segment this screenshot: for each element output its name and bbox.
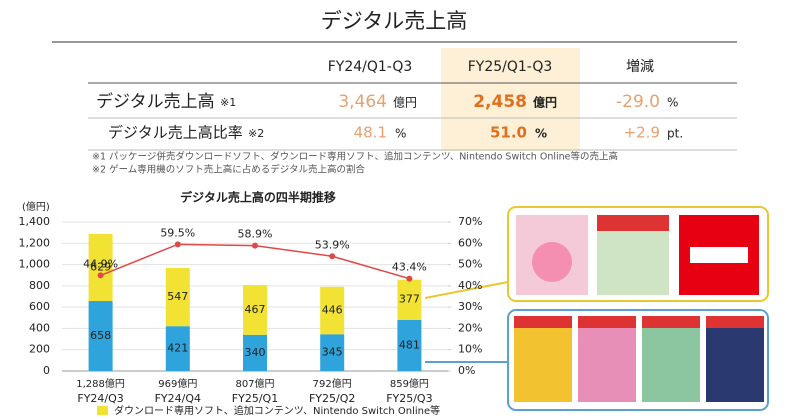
bar-segment bbox=[88, 300, 113, 371]
connector bbox=[424, 281, 509, 299]
col-header: 増減 bbox=[626, 58, 654, 75]
line bbox=[100, 243, 410, 280]
row-label: デジタル売上高 bbox=[96, 91, 215, 112]
total-label: 807億円 bbox=[235, 377, 274, 390]
bar-value-label: 467 bbox=[245, 303, 266, 316]
line-value-label: 43.4% bbox=[392, 261, 427, 274]
slide-title: デジタル売上高 bbox=[321, 9, 468, 33]
y-tick-label: 200 bbox=[29, 343, 50, 356]
y-tick-label: 1,200 bbox=[19, 236, 51, 249]
bar-segment bbox=[320, 334, 345, 371]
bar-value-label: 421 bbox=[167, 342, 188, 355]
bar-segment bbox=[397, 279, 422, 320]
cell-value: -29.0 bbox=[616, 92, 660, 112]
cell-unit: 億円 bbox=[393, 96, 417, 110]
line-point bbox=[406, 275, 413, 282]
row-note: ※1 bbox=[220, 96, 236, 109]
line-value-label: 59.5% bbox=[160, 226, 195, 239]
col-header: FY24/Q1-Q3 bbox=[328, 59, 413, 75]
row-note: ※2 bbox=[248, 127, 264, 140]
footnote: ※2 ゲーム専用機のソフト売上高に占めるデジタル売上高の割合 bbox=[92, 164, 366, 176]
legend-label: ダウンロード専用ソフト、追加コンテンツ、Nintendo Switch Onli… bbox=[114, 404, 440, 417]
y2-tick-label: 70% bbox=[458, 215, 482, 228]
cell-value: +2.9 bbox=[624, 124, 660, 142]
bar-value-label: 629 bbox=[90, 260, 111, 273]
cell-value: 2,458 bbox=[473, 92, 527, 112]
cell-unit: % bbox=[535, 127, 547, 141]
cell-value: 48.1 bbox=[354, 124, 387, 142]
y2-tick-label: 30% bbox=[458, 300, 482, 313]
cell-unit: 億円 bbox=[533, 95, 557, 110]
cell-unit: % bbox=[395, 127, 406, 141]
line-value-label: 58.9% bbox=[238, 228, 273, 241]
row-label: デジタル売上高比率 bbox=[108, 124, 243, 142]
y-tick-label: 1,400 bbox=[19, 215, 51, 228]
y2-tick-label: 60% bbox=[458, 236, 482, 249]
bar-segment bbox=[243, 285, 267, 335]
bar-segment bbox=[165, 267, 190, 327]
col-header: FY25/Q1-Q3 bbox=[468, 59, 553, 75]
bar-value-label: 481 bbox=[399, 338, 420, 351]
line-value-label: 53.9% bbox=[315, 238, 350, 251]
highlight-column bbox=[441, 48, 580, 151]
bar-value-label: 377 bbox=[399, 293, 420, 306]
bar-value-label: 340 bbox=[245, 346, 266, 359]
cell-value: 3,464 bbox=[338, 92, 387, 112]
x-tick-label: FY25/Q2 bbox=[309, 392, 355, 405]
bar-segment bbox=[243, 334, 267, 371]
x-tick-label: FY24/Q3 bbox=[77, 392, 123, 405]
chart-title: デジタル売上高の四半期推移 bbox=[180, 190, 336, 205]
line-point bbox=[252, 242, 258, 249]
y-axis-label: (億円) bbox=[22, 200, 50, 213]
line-point bbox=[174, 241, 181, 248]
y2-tick-label: 40% bbox=[458, 279, 482, 292]
line-value-label: 44.9% bbox=[83, 257, 118, 270]
bar-segment bbox=[88, 234, 113, 301]
y2-tick-label: 10% bbox=[458, 343, 482, 356]
bar-segment bbox=[165, 326, 190, 371]
x-tick-label: FY25/Q3 bbox=[386, 392, 432, 405]
bar-value-label: 658 bbox=[90, 329, 111, 342]
y-tick-label: 600 bbox=[29, 300, 50, 313]
total-label: 1,288億円 bbox=[76, 377, 125, 390]
y2-tick-label: 0% bbox=[458, 364, 475, 377]
cell-unit: pt. bbox=[667, 127, 683, 141]
y2-tick-label: 20% bbox=[458, 321, 482, 334]
y-tick-label: 400 bbox=[29, 321, 50, 334]
y-tick-label: 800 bbox=[29, 279, 50, 292]
bar-segment bbox=[320, 286, 345, 335]
screenshots-top bbox=[507, 206, 769, 302]
bar-value-label: 446 bbox=[322, 304, 343, 317]
total-label: 859億円 bbox=[390, 377, 429, 390]
x-tick-label: FY24/Q4 bbox=[155, 392, 201, 405]
bar-segment bbox=[397, 319, 422, 371]
legend-swatch bbox=[97, 406, 108, 415]
line-point bbox=[97, 272, 104, 279]
bar-value-label: 345 bbox=[322, 346, 343, 359]
footnote: ※1 パッケージ併売ダウンロードソフト、ダウンロード専用ソフト、追加コンテンツ、… bbox=[92, 151, 618, 163]
x-tick-label: FY25/Q1 bbox=[232, 392, 278, 405]
cell-unit: % bbox=[667, 96, 678, 110]
y-tick-label: 0 bbox=[43, 364, 50, 377]
total-label: 969億円 bbox=[158, 377, 197, 390]
bar-value-label: 547 bbox=[167, 290, 188, 303]
line-point bbox=[329, 253, 336, 260]
cell-value: 51.0 bbox=[490, 124, 527, 142]
y2-tick-label: 50% bbox=[458, 258, 482, 271]
y-tick-label: 1,000 bbox=[19, 258, 51, 271]
screenshots-bottom bbox=[507, 309, 769, 411]
total-label: 792億円 bbox=[313, 377, 352, 390]
